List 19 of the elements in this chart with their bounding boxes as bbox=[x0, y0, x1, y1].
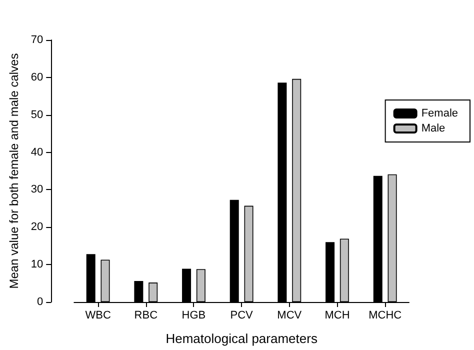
x-tick-label: PCV bbox=[230, 310, 254, 322]
legend-label: Male bbox=[421, 122, 446, 134]
y-tick-label: 10 bbox=[30, 258, 44, 271]
y-tick-label: 20 bbox=[30, 221, 44, 234]
x-tick-label: WBC bbox=[85, 310, 111, 322]
x-tick-label: MCHC bbox=[368, 310, 402, 322]
legend-label: Female bbox=[421, 108, 458, 120]
y-tick-label: 60 bbox=[30, 71, 44, 84]
y-axis-title: Mean value for both female and male calves bbox=[7, 53, 21, 289]
x-tick-label: MCV bbox=[277, 310, 302, 322]
y-tick-label: 30 bbox=[30, 184, 44, 196]
y-tick-label: 70 bbox=[30, 34, 44, 46]
x-tick-label: HGB bbox=[182, 310, 206, 322]
y-tick-label: 0 bbox=[37, 296, 44, 308]
x-tick-label: RBC bbox=[134, 310, 158, 322]
x-axis-title: Hematological parameters bbox=[166, 331, 318, 346]
y-tick-label: 50 bbox=[30, 108, 44, 121]
y-tick-label: 40 bbox=[30, 146, 44, 158]
x-tick-label: MCH bbox=[324, 310, 350, 322]
